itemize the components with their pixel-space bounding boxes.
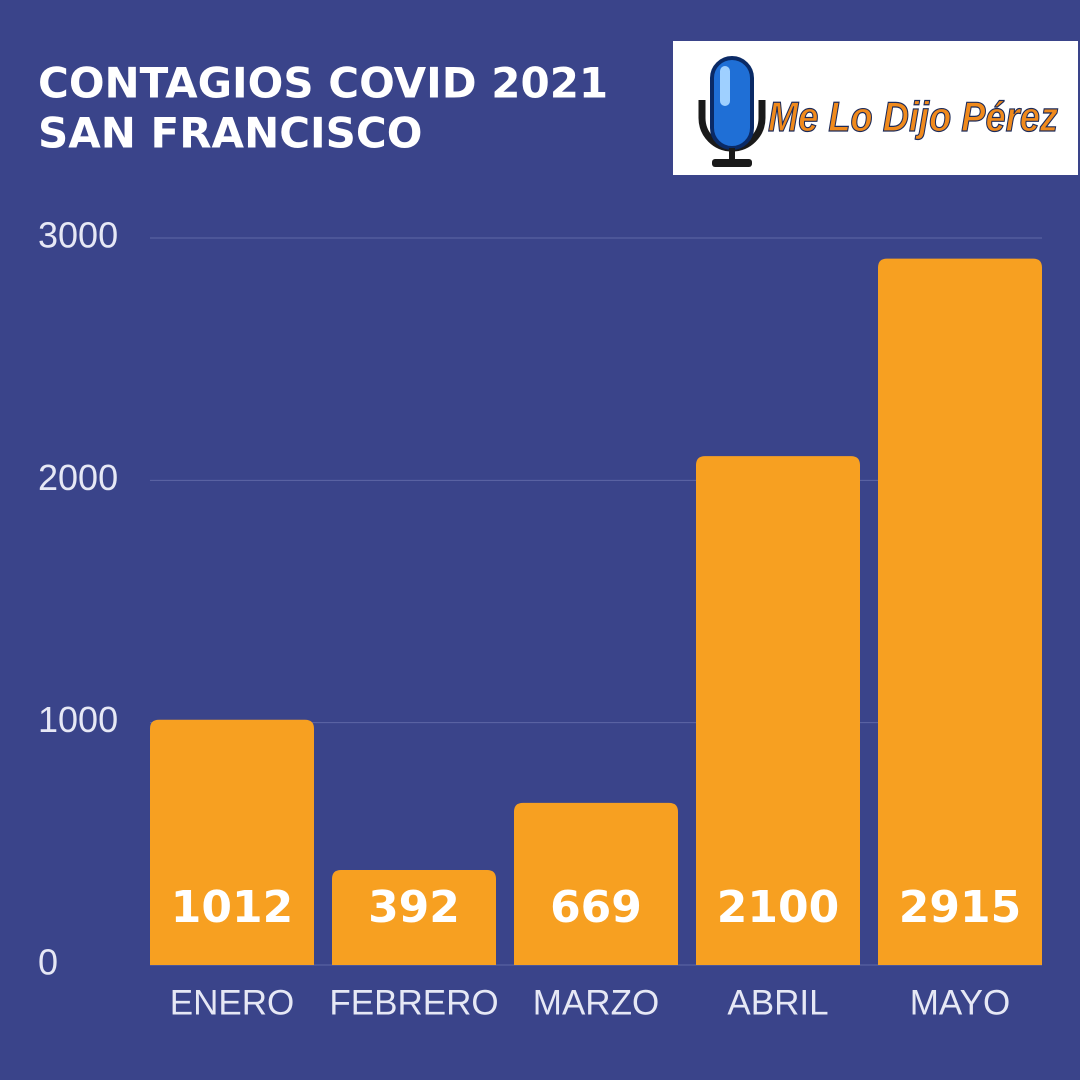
chart-title: CONTAGIOS COVID 2021 (38, 59, 608, 108)
data-label: 669 (550, 882, 642, 933)
x-tick-label: ABRIL (727, 983, 828, 1022)
bar (150, 719, 314, 965)
x-tick-label: FEBRERO (329, 983, 498, 1022)
y-tick-label: 1000 (38, 699, 118, 740)
data-label: 2100 (717, 882, 839, 933)
logo: Me Lo Dijo Pérez (673, 41, 1078, 175)
bar (696, 456, 860, 965)
logo-text: Me Lo Dijo Pérez (768, 93, 1058, 140)
mic-shine (720, 66, 730, 106)
bar (332, 870, 496, 965)
y-tick-label: 2000 (38, 457, 118, 498)
bar (514, 802, 678, 965)
y-tick-label: 0 (38, 942, 58, 983)
data-label: 2915 (899, 882, 1021, 933)
x-tick-label: ENERO (170, 983, 294, 1022)
x-tick-label: MAYO (910, 983, 1010, 1022)
mic-head (710, 56, 754, 150)
chart-subtitle: SAN FRANCISCO (38, 109, 422, 158)
x-tick-label: MARZO (533, 983, 659, 1022)
data-label: 392 (368, 882, 460, 933)
mic-base (712, 159, 752, 167)
y-tick-label: 3000 (38, 215, 118, 256)
bar (878, 258, 1042, 965)
data-label: 1012 (171, 882, 293, 933)
